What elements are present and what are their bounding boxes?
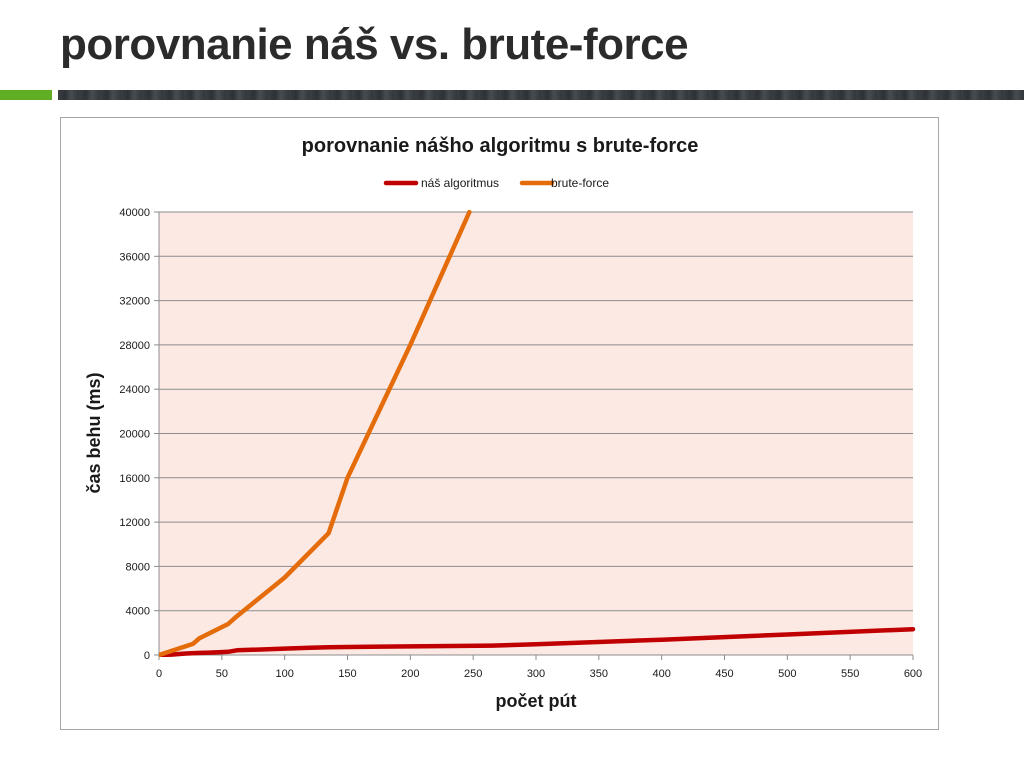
x-tick-label: 500 [778, 668, 796, 680]
chart-title: porovnanie nášho algoritmu s brute-force [302, 135, 699, 157]
slide-title: porovnanie náš vs. brute-force [60, 20, 689, 69]
x-axis-label: počet pút [496, 691, 577, 711]
y-axis-label: čas behu (ms) [84, 372, 104, 493]
x-axis-ticks: 0 50 100 150 200 250 300 350 400 450 500 550 600 [156, 655, 922, 680]
series-line-nas-algoritmus [159, 626, 916, 657]
y-tick-label: 32000 [119, 296, 150, 308]
x-tick-label: 400 [652, 668, 670, 680]
series-line-brute-force [159, 210, 472, 657]
y-tick-label: 20000 [119, 429, 150, 441]
x-tick-label: 600 [904, 668, 922, 680]
x-tick-label: 300 [527, 668, 545, 680]
x-tick-label: 450 [715, 668, 733, 680]
y-tick-label: 40000 [119, 207, 150, 219]
title-divider-bar [58, 90, 1024, 100]
chart-frame: porovnanie nášho algoritmu s brute-force… [60, 117, 939, 730]
x-tick-label: 550 [841, 668, 859, 680]
legend: náš algoritmus brute-force [383, 176, 609, 190]
x-tick-label: 150 [338, 668, 356, 680]
x-tick-label: 50 [216, 668, 228, 680]
title-accent-bar [0, 90, 52, 100]
y-tick-label: 24000 [119, 384, 150, 396]
x-tick-label: 200 [401, 668, 419, 680]
y-tick-label: 12000 [119, 517, 150, 529]
y-tick-label: 4000 [126, 606, 150, 618]
x-tick-label: 0 [156, 668, 162, 680]
gridlines [159, 211, 913, 612]
legend-label: brute-force [551, 176, 609, 190]
x-tick-label: 250 [464, 668, 482, 680]
y-tick-label: 0 [144, 650, 150, 662]
x-tick-label: 100 [275, 668, 293, 680]
y-tick-label: 28000 [119, 340, 150, 352]
series-lines [159, 210, 916, 657]
chart: porovnanie nášho algoritmu s brute-force… [84, 135, 922, 711]
y-axis-ticks: 0 4000 8000 12000 16000 20000 24000 28000 32000 3… [119, 207, 159, 662]
y-tick-label: 16000 [119, 473, 150, 485]
y-tick-label: 8000 [126, 561, 150, 573]
y-tick-label: 36000 [119, 251, 150, 263]
legend-label: náš algoritmus [421, 176, 499, 190]
x-tick-label: 350 [590, 668, 608, 680]
